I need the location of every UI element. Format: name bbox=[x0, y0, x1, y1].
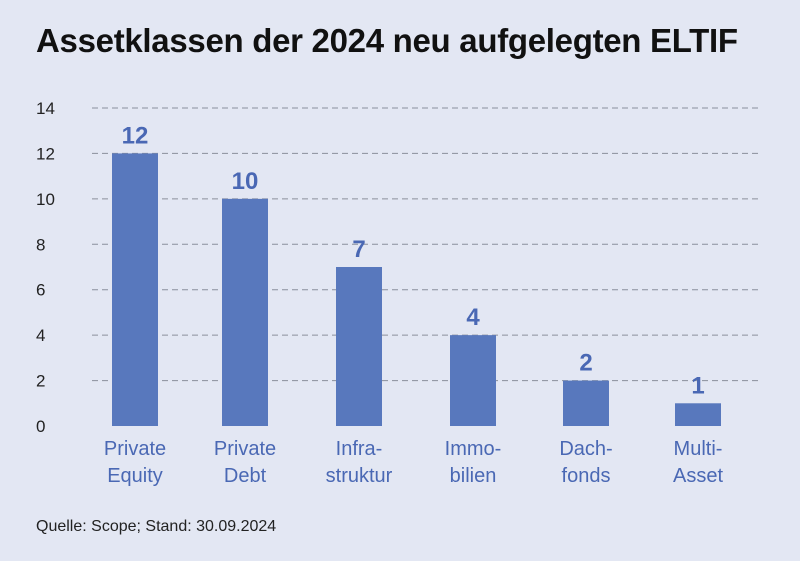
bar bbox=[450, 335, 496, 426]
y-tick-label: 0 bbox=[36, 417, 45, 436]
bar bbox=[112, 153, 158, 426]
y-tick-label: 6 bbox=[36, 281, 45, 300]
category-label: Debt bbox=[224, 465, 267, 487]
y-tick-label: 2 bbox=[36, 372, 45, 391]
category-label: Infra- bbox=[336, 438, 383, 460]
category-label: Asset bbox=[673, 465, 723, 487]
category-label: Equity bbox=[107, 465, 163, 487]
value-label: 1 bbox=[691, 372, 704, 399]
value-label: 4 bbox=[466, 304, 480, 331]
value-labels: 12 10 7 4 2 1 bbox=[122, 122, 705, 399]
value-label: 2 bbox=[579, 350, 592, 377]
source-note: Quelle: Scope; Stand: 30.09.2024 bbox=[36, 518, 277, 535]
bars bbox=[112, 153, 721, 426]
category-label: fonds bbox=[562, 465, 611, 487]
category-label: Private bbox=[214, 438, 276, 460]
category-label: struktur bbox=[326, 465, 393, 487]
bar bbox=[563, 380, 609, 426]
category-label: Multi- bbox=[674, 438, 723, 460]
gridlines bbox=[92, 107, 762, 382]
value-label: 12 bbox=[122, 122, 149, 149]
value-label: 10 bbox=[232, 168, 259, 195]
chart-title: Assetklassen der 2024 neu aufgelegten EL… bbox=[36, 22, 738, 59]
category-label: bilien bbox=[450, 465, 497, 487]
y-axis-ticks: 0 2 4 6 8 10 12 14 bbox=[36, 99, 55, 436]
y-tick-label: 10 bbox=[36, 190, 55, 209]
category-label: Private bbox=[104, 438, 166, 460]
bar bbox=[675, 403, 721, 426]
category-label: Dach- bbox=[559, 438, 612, 460]
y-tick-label: 12 bbox=[36, 144, 55, 163]
bar bbox=[336, 267, 382, 426]
value-label: 7 bbox=[352, 236, 365, 263]
category-label: Immo- bbox=[445, 438, 502, 460]
y-tick-label: 14 bbox=[36, 99, 55, 118]
y-tick-label: 4 bbox=[36, 326, 45, 345]
bar bbox=[222, 198, 268, 426]
y-tick-label: 8 bbox=[36, 235, 45, 254]
category-labels: Private Equity Private Debt Infra-struktur Im… bbox=[104, 438, 724, 487]
